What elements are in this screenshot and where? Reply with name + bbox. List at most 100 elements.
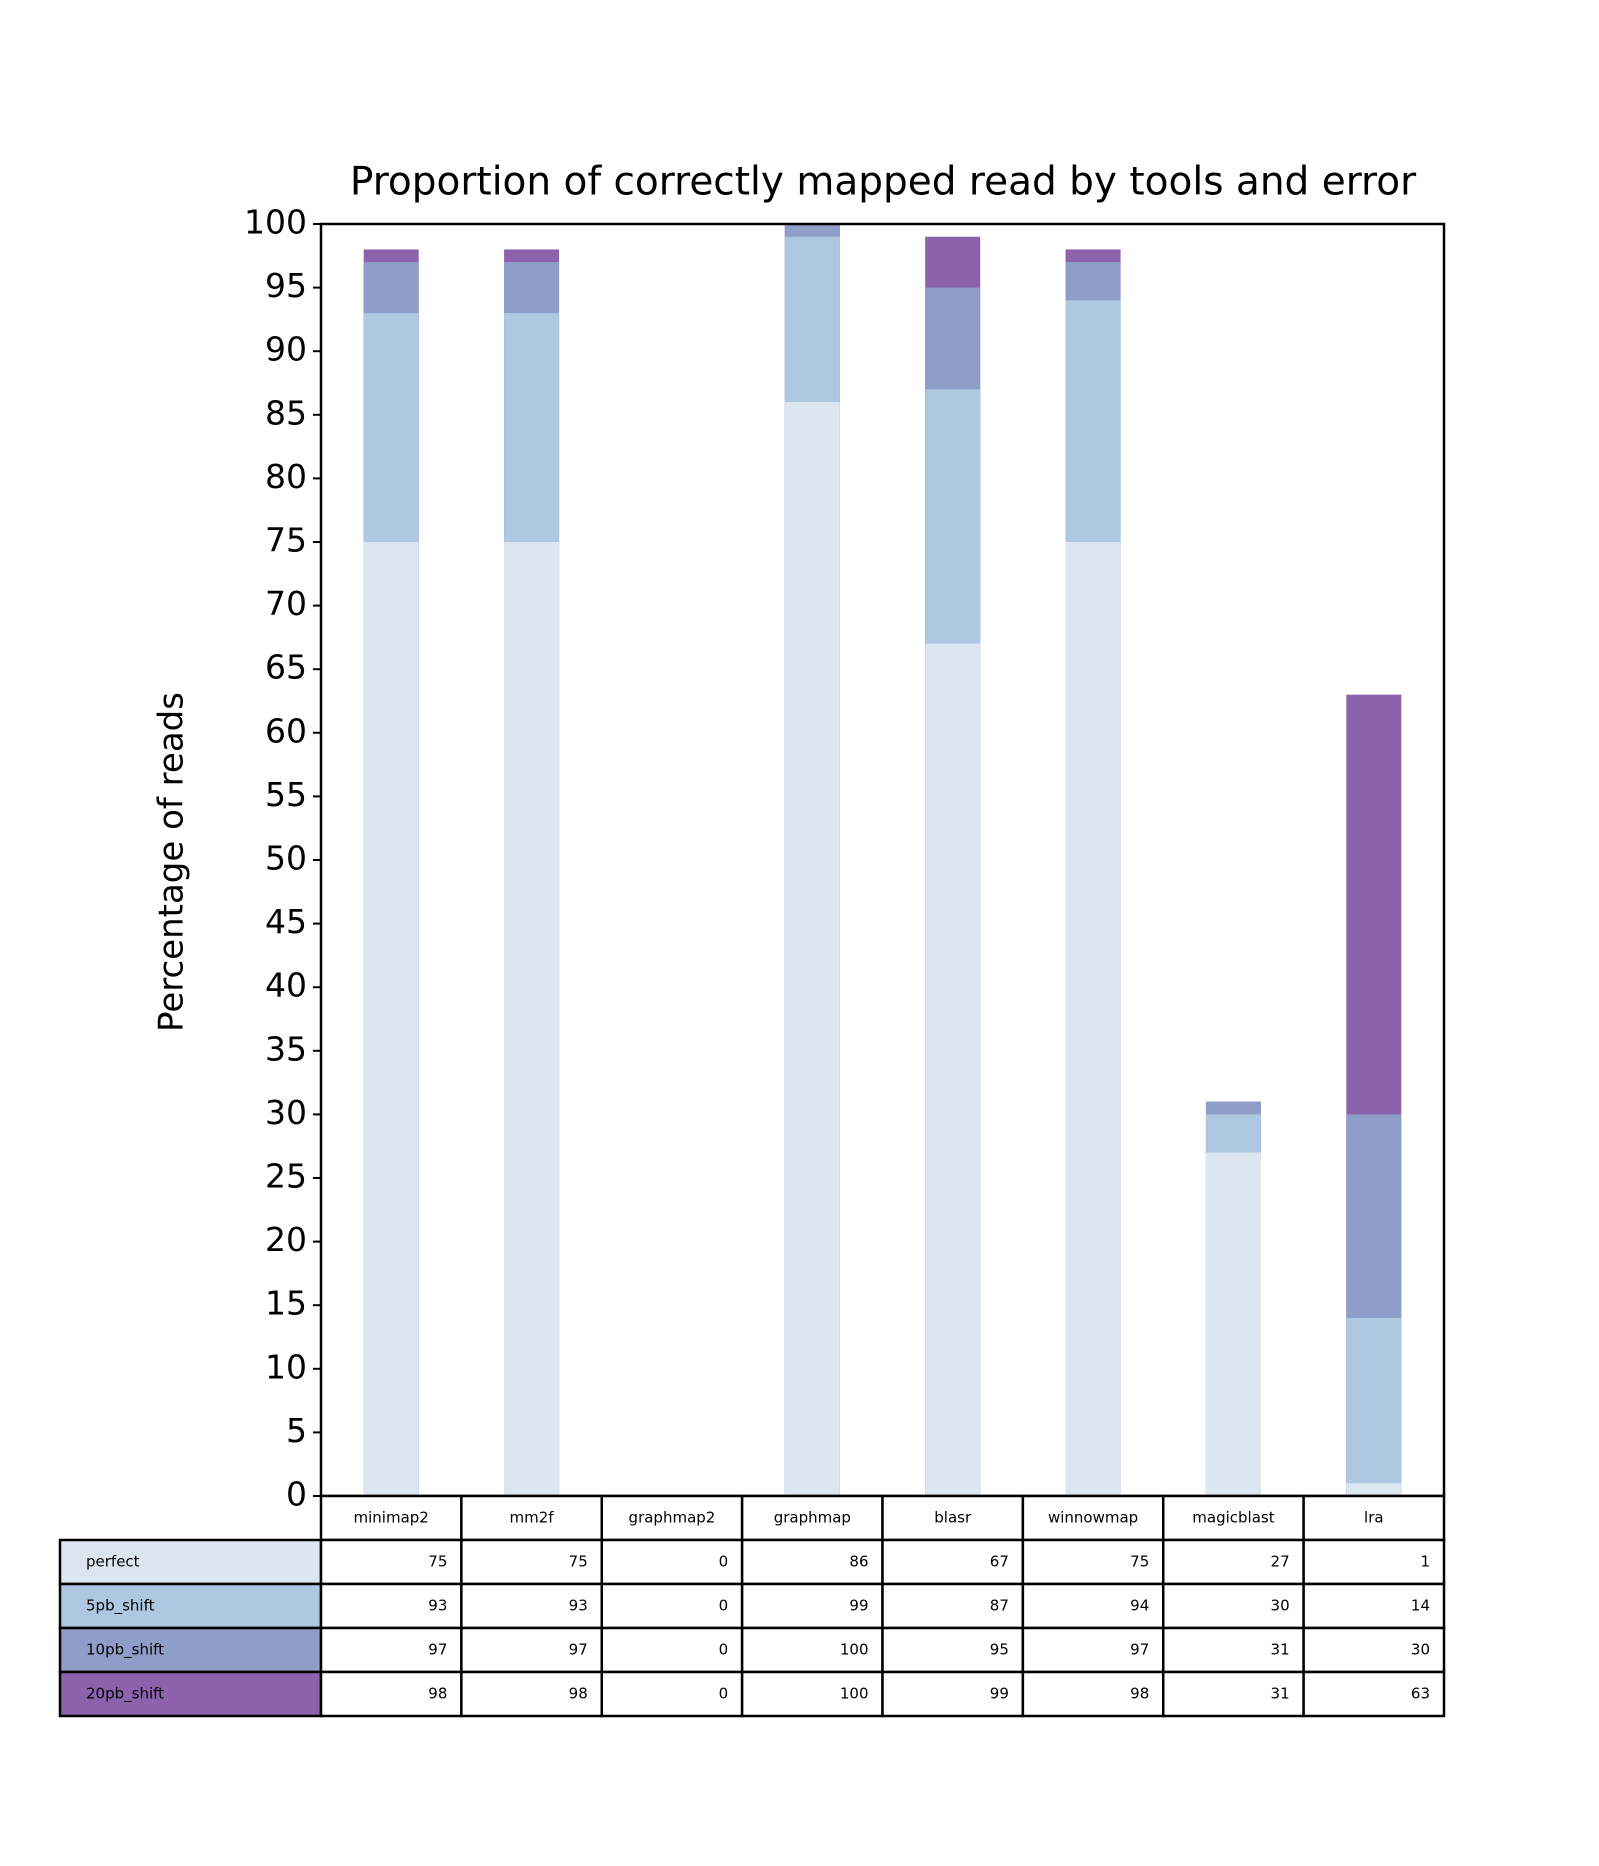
table-value: 30 xyxy=(1411,1641,1430,1659)
table-value: 99 xyxy=(849,1597,868,1615)
table-value: 1 xyxy=(1420,1553,1430,1571)
table-cell xyxy=(600,1670,744,1718)
table-value: 99 xyxy=(990,1685,1009,1703)
table-cell xyxy=(600,1582,744,1630)
bar xyxy=(1205,1152,1261,1496)
y-tick-label: 15 xyxy=(265,1284,307,1323)
table-cell xyxy=(881,1626,1025,1674)
table-cell xyxy=(740,1626,884,1674)
column-header: graphmap xyxy=(774,1509,851,1527)
table-value: 100 xyxy=(840,1641,869,1659)
y-tick-label: 85 xyxy=(265,393,307,432)
table-value: 87 xyxy=(990,1597,1009,1615)
table-value: 14 xyxy=(1411,1597,1430,1615)
table-cell xyxy=(319,1670,463,1718)
table-cell xyxy=(1162,1494,1305,1542)
table-value: 97 xyxy=(1130,1641,1149,1659)
table-cell xyxy=(1302,1582,1446,1630)
y-tick-label: 100 xyxy=(244,203,307,242)
y-tick-label: 0 xyxy=(286,1475,307,1514)
bar xyxy=(925,643,981,1496)
y-tick-label: 50 xyxy=(265,839,307,878)
y-tick-label: 10 xyxy=(265,1347,307,1386)
table-value: 63 xyxy=(1411,1685,1430,1703)
table-cell xyxy=(1021,1670,1165,1718)
table-value: 98 xyxy=(1130,1685,1149,1703)
table-cell xyxy=(1302,1670,1446,1718)
table-cell xyxy=(1021,1494,1165,1542)
y-tick-label: 70 xyxy=(265,584,307,623)
y-tick-label: 35 xyxy=(265,1029,307,1068)
legend-label: perfect xyxy=(86,1553,140,1571)
table-value: 0 xyxy=(719,1597,729,1615)
chart-title: Proportion of correctly mapped read by t… xyxy=(350,160,1417,205)
y-tick-label: 25 xyxy=(265,1157,307,1196)
table-value: 95 xyxy=(990,1641,1009,1659)
legend-label: 10pb_shift xyxy=(86,1641,164,1660)
column-header: minimap2 xyxy=(354,1509,429,1527)
table-value: 27 xyxy=(1271,1553,1290,1571)
bar xyxy=(784,402,840,1497)
column-header: mm2f xyxy=(510,1509,555,1527)
y-tick-label: 45 xyxy=(265,902,307,941)
y-tick-label: 30 xyxy=(265,1093,307,1132)
legend-label: 5pb_shift xyxy=(86,1597,155,1616)
bar xyxy=(1346,1317,1402,1496)
column-header: graphmap2 xyxy=(629,1509,716,1527)
y-tick-label: 95 xyxy=(265,266,307,305)
table-cell xyxy=(1162,1582,1305,1630)
table-cell xyxy=(600,1538,744,1586)
table-value: 93 xyxy=(428,1597,447,1615)
bar xyxy=(1346,1483,1402,1496)
table-value: 97 xyxy=(569,1641,588,1659)
row-header-cell xyxy=(58,1626,323,1674)
table-value: 31 xyxy=(1271,1685,1290,1703)
table-cell xyxy=(460,1670,603,1718)
table-cell xyxy=(740,1670,884,1718)
bar xyxy=(1065,542,1121,1496)
table-value: 100 xyxy=(840,1685,869,1703)
table-value: 94 xyxy=(1130,1597,1149,1615)
table-cell xyxy=(1162,1670,1305,1718)
y-tick-label: 5 xyxy=(286,1411,307,1450)
y-tick-label: 60 xyxy=(265,711,307,750)
row-header-cell xyxy=(58,1670,323,1718)
table-value: 67 xyxy=(990,1553,1009,1571)
table-cell xyxy=(881,1670,1025,1718)
table-value: 98 xyxy=(428,1685,447,1703)
column-header: winnowmap xyxy=(1048,1509,1138,1527)
y-tick-label: 55 xyxy=(265,775,307,814)
table-value: 97 xyxy=(428,1641,447,1659)
table-cell xyxy=(1302,1494,1446,1542)
table-value: 98 xyxy=(569,1685,588,1703)
y-tick-label: 75 xyxy=(265,521,307,560)
table-cell xyxy=(881,1582,1025,1630)
table-value: 30 xyxy=(1271,1597,1290,1615)
table-value: 0 xyxy=(719,1553,729,1571)
table-cell xyxy=(600,1626,744,1674)
table-value: 0 xyxy=(719,1641,729,1659)
bar xyxy=(504,542,560,1496)
y-tick-label: 90 xyxy=(265,330,307,369)
table-value: 75 xyxy=(1130,1553,1149,1571)
table-value: 75 xyxy=(428,1553,447,1571)
table-cell xyxy=(600,1494,744,1542)
column-header: lra xyxy=(1364,1509,1384,1527)
y-tick-label: 40 xyxy=(265,966,307,1005)
plot-frame xyxy=(319,222,1446,1498)
legend-label: 20pb_shift xyxy=(86,1685,164,1704)
table-value: 31 xyxy=(1271,1641,1290,1659)
table-value: 0 xyxy=(719,1685,729,1703)
y-tick-label: 65 xyxy=(265,648,307,687)
y-tick-label: 20 xyxy=(265,1220,307,1259)
table-value: 93 xyxy=(569,1597,588,1615)
table-cell xyxy=(881,1494,1025,1542)
y-axis-label: Percentage of reads xyxy=(152,692,192,1032)
y-tick-label: 80 xyxy=(265,457,307,496)
table-value: 86 xyxy=(849,1553,868,1571)
table-value: 75 xyxy=(569,1553,588,1571)
table-cell xyxy=(319,1494,463,1542)
column-header: blasr xyxy=(934,1509,972,1527)
